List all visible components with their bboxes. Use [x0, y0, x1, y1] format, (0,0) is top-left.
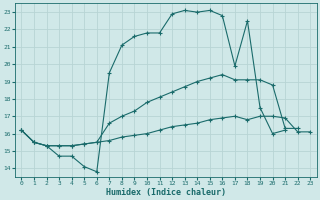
X-axis label: Humidex (Indice chaleur): Humidex (Indice chaleur)	[106, 188, 226, 197]
